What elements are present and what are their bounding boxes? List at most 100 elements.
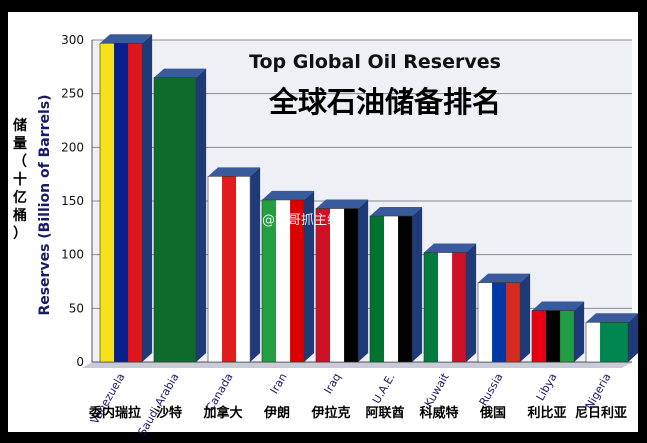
bar-outline — [369, 215, 413, 363]
bar-flag-stripe — [600, 322, 615, 362]
bar-outline — [531, 310, 575, 363]
bar-flag-stripe — [128, 43, 143, 362]
bar-top-face — [478, 273, 531, 283]
bar-outline — [99, 42, 143, 363]
bar-flag-stripe — [370, 216, 385, 362]
y-axis-label-zh-char: 储 — [12, 117, 27, 134]
bar-side-face — [250, 167, 261, 362]
bar-outline — [423, 252, 467, 363]
x-tick-label-zh: 科威特 — [420, 405, 459, 421]
y-tick-label: 50 — [69, 301, 84, 315]
x-tick-label-zh: 伊朗 — [263, 405, 290, 421]
bar-outline — [315, 208, 359, 363]
bar-side-face — [196, 68, 207, 363]
bar-flag-stripe — [560, 310, 575, 362]
bar-side-face — [412, 207, 423, 362]
bar-side-face — [142, 34, 153, 362]
bar-flag-stripe — [506, 282, 521, 362]
bar-flag-stripe — [438, 252, 453, 362]
bar-outline — [585, 321, 629, 363]
bar-top-face — [208, 167, 261, 177]
bar-flag-stripe — [154, 77, 169, 363]
bar-outline — [207, 176, 251, 363]
bar-flag-stripe — [290, 199, 305, 362]
bar-flag-stripe — [586, 322, 601, 362]
bar-top-face — [586, 313, 639, 323]
x-tick-label-zh: 阿联酋 — [366, 405, 405, 421]
bar-outline — [261, 199, 305, 363]
bar-kuwait — [423, 243, 477, 363]
bar-flag-stripe — [424, 252, 439, 362]
y-tick-label: 250 — [61, 87, 84, 101]
bar-flag-stripe — [478, 282, 493, 362]
bar-side-face — [520, 273, 531, 362]
x-tick-label-zh: 伊拉克 — [311, 405, 351, 421]
plot-floor — [82, 362, 632, 368]
chart-title: Top Global Oil Reserves — [249, 51, 501, 73]
bar-flag-stripe — [276, 199, 291, 362]
x-tick-label-zh: 尼日利亚 — [575, 405, 627, 421]
chart-subtitle: 全球石油储备排名 — [268, 85, 501, 119]
bar-flag-stripe — [532, 310, 547, 362]
bar-flag-stripe — [168, 77, 183, 363]
bar-flag-stripe — [262, 199, 277, 362]
y-tick-label: 100 — [61, 248, 84, 262]
bar-flag-stripe — [236, 176, 251, 362]
bar-flag-stripe — [182, 77, 197, 363]
y-axis-label-zh-char: （ — [13, 154, 27, 170]
bar-top-face — [262, 190, 315, 200]
bar-top-face — [316, 199, 369, 209]
bar-flag-stripe — [222, 176, 237, 362]
bar-outline — [477, 282, 521, 363]
bar-top-face — [370, 207, 423, 217]
bar-flag-stripe — [452, 252, 467, 362]
bar-flag-stripe — [208, 176, 223, 362]
bar-flag-stripe — [614, 322, 629, 362]
bar-iran — [261, 190, 315, 363]
bar-flag-stripe — [492, 282, 507, 362]
bar-flag-stripe — [330, 208, 345, 362]
x-tick-label-zh: 利比亚 — [528, 405, 567, 421]
y-tick-label: 0 — [76, 355, 84, 369]
y-tick-label: 150 — [61, 194, 84, 208]
bar-side-face — [304, 190, 315, 362]
x-tick-label-zh: 委内瑞拉 — [88, 405, 141, 421]
bar-flag-stripe — [546, 310, 561, 362]
x-tick-label-zh: 加拿大 — [203, 405, 243, 421]
y-axis-label-zh-char: ） — [13, 226, 27, 242]
bar-saudi-arabia — [153, 68, 207, 363]
bar-top-face — [100, 34, 153, 44]
x-tick-label-zh: 俄国 — [479, 405, 506, 421]
watermark: @龙哥抓主线 — [262, 213, 340, 228]
bar-u-a-e — [369, 207, 423, 363]
bar-outline — [153, 77, 197, 363]
bar-top-face — [154, 68, 207, 78]
y-axis-label-zh-char: 十 — [13, 171, 27, 188]
bar-top-face — [532, 301, 585, 311]
bar-top-face — [424, 243, 477, 253]
y-axis-label-zh-char: 亿 — [13, 189, 27, 206]
bar-venezuela — [99, 34, 153, 363]
y-axis-label-zh-char: 桶 — [13, 207, 27, 224]
bar-russia — [477, 273, 531, 363]
bar-libya — [531, 301, 585, 363]
y-tick-label: 300 — [61, 33, 84, 47]
bar-flag-stripe — [384, 216, 399, 362]
y-axis-label: Reserves (Billion of Barrels) — [37, 94, 53, 315]
bar-side-face — [628, 313, 639, 362]
bar-flag-stripe — [316, 208, 331, 362]
y-axis-label-zh-char: 量 — [13, 136, 27, 152]
bar-flag-stripe — [398, 216, 413, 362]
bar-flag-stripe — [344, 208, 359, 362]
x-tick-label-zh: 沙特 — [156, 405, 182, 421]
bar-flag-stripe — [114, 43, 129, 362]
bar-nigeria — [585, 313, 639, 363]
bar-flag-stripe — [100, 43, 115, 362]
bar-side-face — [466, 243, 477, 362]
bar-side-face — [574, 301, 585, 362]
y-tick-label: 200 — [61, 140, 84, 154]
bar-canada — [207, 167, 261, 363]
bar-side-face — [358, 199, 369, 362]
